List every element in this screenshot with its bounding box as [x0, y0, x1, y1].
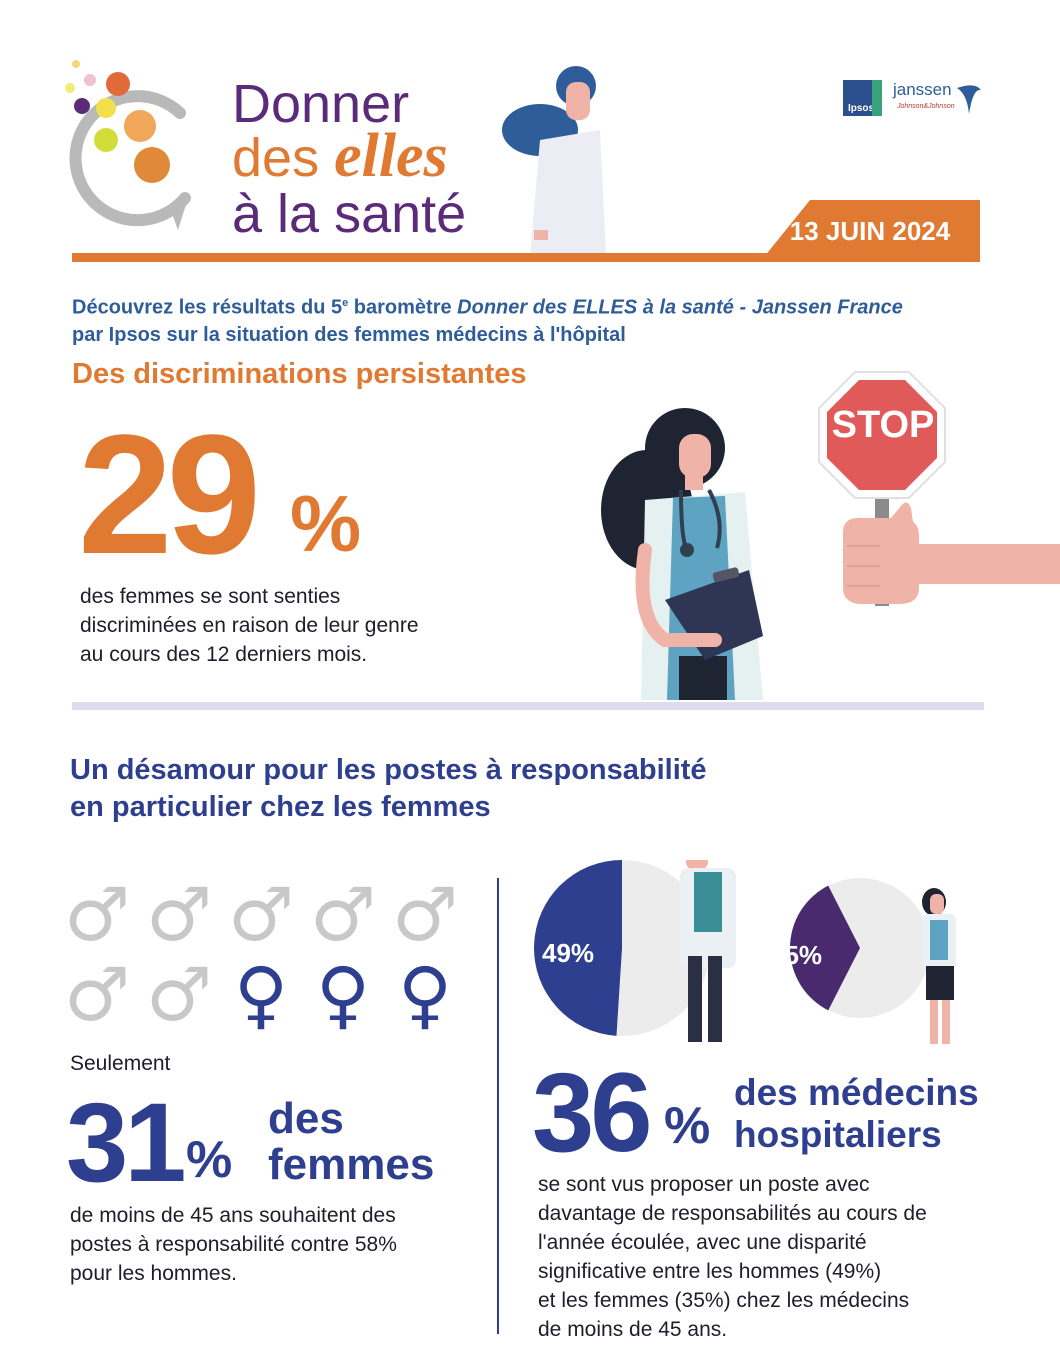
male-symbol-icon: ♂ — [63, 952, 131, 1038]
male-symbol-icon: ♂ — [309, 872, 377, 958]
section-divider — [72, 702, 984, 710]
responsibility-pies — [533, 860, 956, 1044]
male-symbol-icon: ♂ — [145, 872, 213, 958]
male-doctor-illustration — [680, 860, 736, 1042]
male-symbol-icon: ♂ — [145, 952, 213, 1038]
male-symbol-icon: ♂ — [391, 872, 459, 958]
title-line-1: Donner — [232, 74, 410, 134]
female-symbol-icon: ♀ — [315, 952, 371, 1038]
section2-right-number: 36 — [532, 1050, 653, 1175]
section2-right-text-5: et les femmes (35%) chez les médecins — [538, 1289, 910, 1312]
section2-left-percent: % — [186, 1131, 233, 1189]
section2-left-pre: Seulement — [70, 1052, 171, 1075]
female-symbol-icon: ♀ — [397, 952, 453, 1038]
intro-text: Découvrez les résultats du 5e baromètre … — [72, 290, 1002, 349]
female-doctor-illustration — [922, 888, 956, 1044]
section2-right-text: se sont vus proposer un poste avec davan… — [538, 1170, 1008, 1344]
janssen-swoosh-icon — [957, 85, 981, 114]
section2-left-text: de moins de 45 ans souhaitent des postes… — [70, 1201, 490, 1288]
title-line-2: des elles — [232, 125, 448, 188]
section1-text-line-2: discriminées en raison de leur genre — [80, 614, 419, 637]
intro-line-1-b: baromètre — [348, 296, 458, 319]
section2-left-words-1: des — [268, 1094, 344, 1143]
date-banner: 13 JUIN 2024 — [760, 200, 980, 262]
section2-heading-line-2: en particulier chez les femmes — [70, 791, 491, 823]
title-line-2-prefix: des — [232, 128, 335, 188]
section2-right-text-2: davantage de responsabilités au cours de — [538, 1202, 927, 1225]
section2-heading-line-1: Un désamour pour les postes à responsabi… — [70, 754, 707, 786]
janssen-logo-sub: Johnson&Johnson — [897, 103, 955, 110]
brand-logo-icon — [65, 60, 191, 230]
intro-sup: e — [342, 297, 349, 309]
section2-right-text-6: de moins de 45 ans. — [538, 1318, 728, 1341]
title-line-3: à la santé — [232, 184, 467, 244]
stop-sign-illustration — [818, 371, 1060, 606]
section2-right-words: des médecins hospitaliers — [734, 1072, 979, 1156]
section2-left-words-2: femmes — [268, 1140, 435, 1189]
stop-sign-text: STOP — [831, 404, 935, 446]
section2-left-number: 31 — [66, 1080, 187, 1205]
section2-left-words: des femmes — [268, 1096, 434, 1188]
doctor-illustration-header — [502, 66, 606, 256]
male-symbol-icon: ♂ — [63, 872, 131, 958]
section2-right-text-1: se sont vus proposer un poste avec — [538, 1173, 870, 1196]
section2-right-words-1: des médecins — [734, 1072, 979, 1113]
section1-text-line-3: au cours des 12 derniers mois. — [80, 643, 368, 666]
intro-line-1-italic: Donner des ELLES à la santé - Janssen Fr… — [457, 296, 903, 319]
section1-text: des femmes se sont senties discriminées … — [80, 582, 500, 669]
section2-left-text-3: pour les hommes. — [70, 1262, 237, 1285]
male-symbol-icon: ♂ — [227, 872, 295, 958]
pie-women-label: 35% — [770, 940, 823, 970]
section2-heading: Un désamour pour les postes à responsabi… — [70, 752, 707, 826]
janssen-logo: janssen — [893, 80, 952, 99]
section1-heading: Des discriminations persistantes — [72, 358, 527, 390]
section1-text-line-1: des femmes se sont senties — [80, 585, 341, 608]
section1-stat-number: 29 — [78, 400, 261, 590]
header-rule — [72, 253, 978, 262]
intro-line-1-a: Découvrez les résultats du 5 — [72, 296, 343, 319]
section2-vertical-divider — [497, 878, 499, 1334]
section2-right-text-3: l'année écoulée, avec une disparité — [538, 1231, 867, 1254]
section2-left-text-2: postes à responsabilité contre 58% — [70, 1233, 397, 1256]
pie-women-slice — [790, 885, 860, 1011]
pie-men-label: 49% — [542, 938, 595, 968]
intro-line-2: par Ipsos sur la situation des femmes mé… — [72, 323, 626, 346]
section2-right-words-2: hospitaliers — [734, 1114, 942, 1155]
intro-line-1: Découvrez les résultats du 5e baromètre … — [72, 290, 1002, 322]
title-line-2-italic: elles — [334, 122, 448, 190]
section2-left-text-1: de moins de 45 ans souhaitent des — [70, 1204, 396, 1227]
female-symbol-icon: ♀ — [233, 952, 289, 1038]
doctor-clipboard-illustration — [601, 408, 763, 700]
ipsos-logo-accent — [872, 80, 882, 116]
section2-right-text-4: significative entre les hommes (49%) — [538, 1260, 882, 1283]
section2-right-percent: % — [664, 1097, 711, 1155]
section1-stat-percent: % — [290, 479, 362, 568]
pie-men-slice — [533, 860, 622, 1036]
